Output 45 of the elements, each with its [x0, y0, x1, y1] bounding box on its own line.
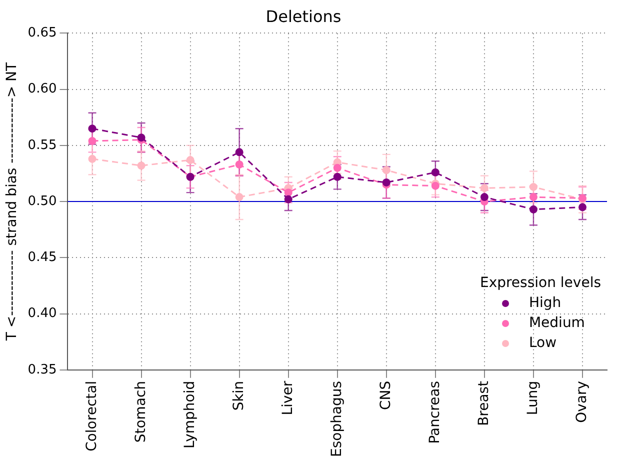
x-tick-label: Ovary — [574, 380, 590, 423]
point — [529, 205, 538, 214]
x-tick-label: Lymphoid — [182, 380, 198, 448]
y-axis-title: T <------------- strand bias -------------> NT — [4, 62, 20, 342]
point — [88, 154, 96, 163]
point — [382, 166, 390, 174]
point — [480, 184, 488, 192]
point — [88, 136, 96, 145]
legend-label: High — [528, 295, 562, 311]
point — [529, 182, 538, 191]
point — [235, 160, 244, 169]
point — [186, 156, 194, 164]
point — [333, 172, 342, 181]
point — [88, 124, 96, 133]
point — [529, 193, 538, 202]
point — [235, 148, 244, 156]
y-tick-label: 0.35 — [28, 362, 57, 378]
x-tick-label: Colorectal — [84, 380, 100, 452]
y-tick-label: 0.65 — [28, 26, 57, 41]
y-tick-label: 0.50 — [28, 194, 57, 209]
point — [137, 162, 146, 170]
legend-title: Expression levels — [480, 275, 601, 291]
x-tick-label: Esophagus — [329, 380, 346, 458]
x-tick-label: Liver — [280, 380, 296, 416]
y-tick-label: 0.40 — [28, 306, 57, 322]
x-tick-label: Skin — [230, 380, 247, 411]
x-tick-label: Lung — [525, 380, 542, 416]
point — [235, 193, 244, 202]
y-tick-label: 0.60 — [28, 82, 57, 97]
legend-label: Low — [528, 335, 557, 351]
point — [333, 164, 342, 172]
point — [382, 178, 390, 186]
point — [480, 193, 488, 202]
x-tick-label: CNS — [378, 380, 394, 410]
x-tick-label: Breast — [476, 380, 492, 426]
y-tick-label: 0.55 — [28, 138, 57, 153]
point — [284, 188, 292, 197]
chart-title: Deletions — [266, 6, 342, 26]
point — [578, 203, 586, 212]
point — [431, 168, 440, 176]
legend-label: Medium — [528, 315, 585, 331]
y-tick-label: 0.45 — [28, 250, 57, 266]
point — [284, 195, 292, 204]
x-tick-label: Pancreas — [427, 380, 444, 444]
x-tick-label: Stomach — [132, 380, 149, 443]
